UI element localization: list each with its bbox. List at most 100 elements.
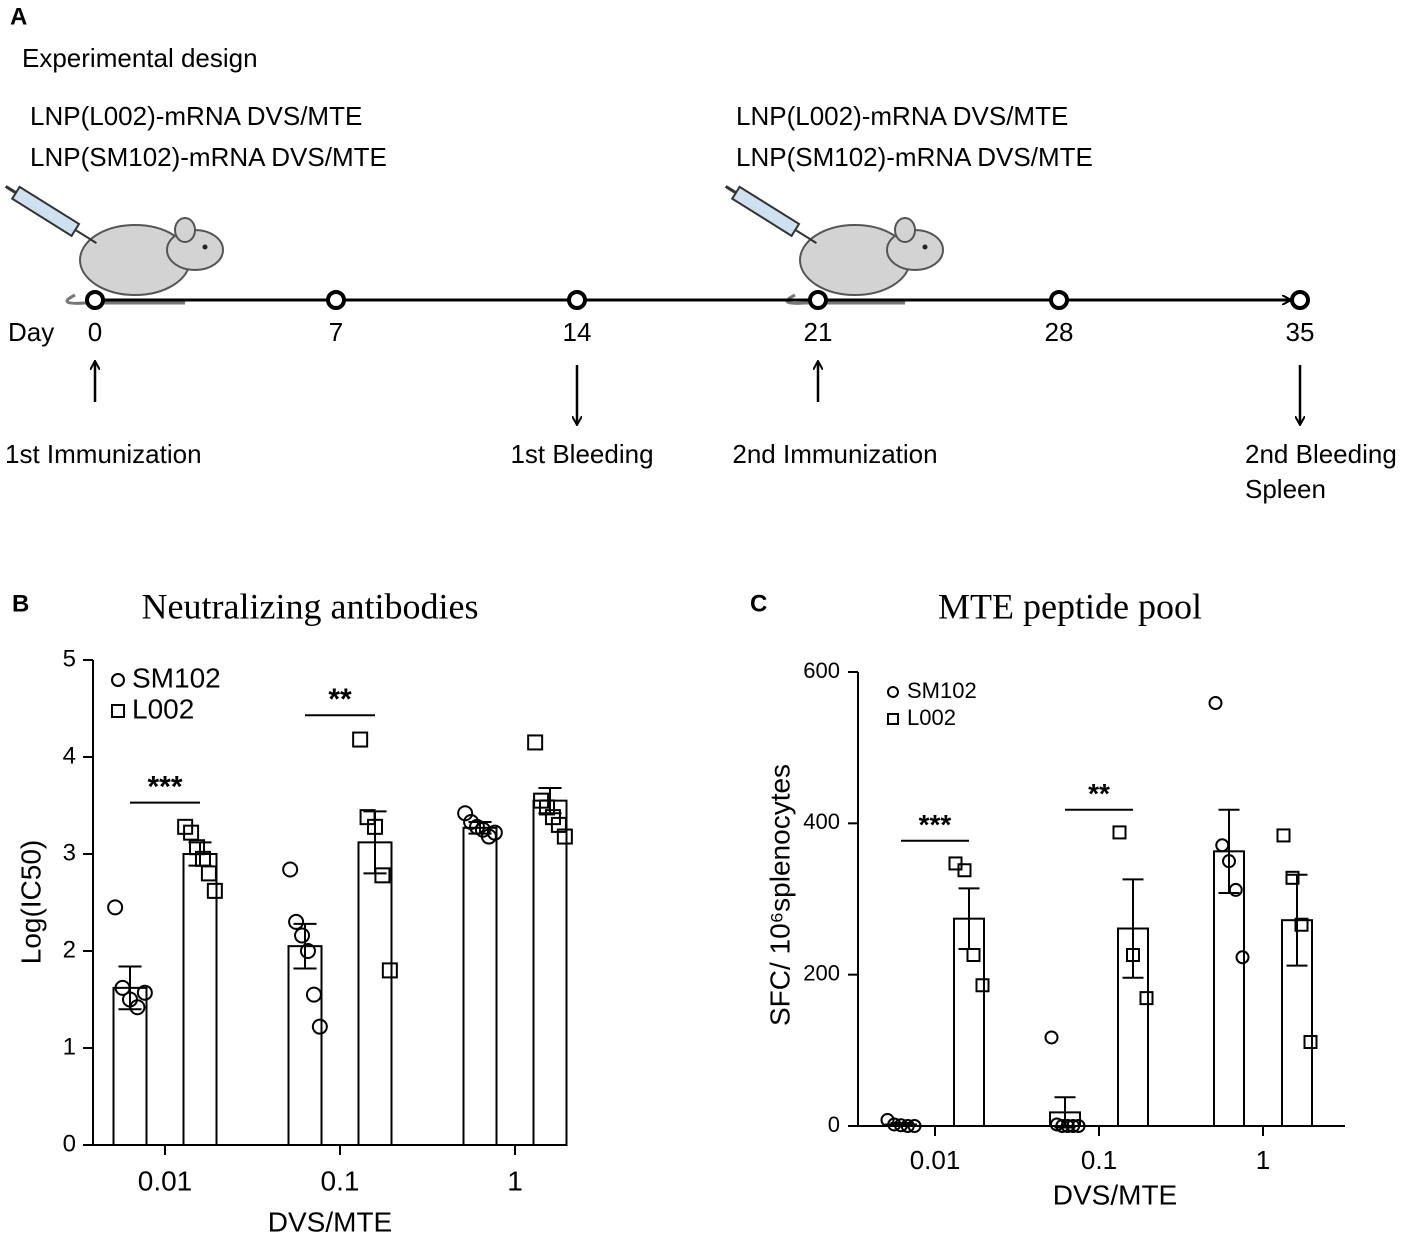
legend-label: SM102 [132, 662, 221, 693]
day-number: 21 [804, 317, 833, 347]
panel-label: B [12, 590, 29, 617]
point [183, 824, 200, 841]
point [114, 979, 131, 996]
timepoint [1049, 290, 1069, 310]
y-tick-label: 4 [63, 742, 76, 769]
point [1071, 1119, 1086, 1133]
day-number: 14 [563, 317, 592, 347]
point [1060, 1119, 1075, 1133]
point [975, 978, 990, 993]
illustrations [4, 185, 944, 305]
y-axis-label: SFC/ 10⁶splenocytes [764, 764, 795, 1026]
point [1126, 947, 1140, 962]
point [966, 947, 981, 962]
day-number: 0 [88, 317, 102, 347]
bar [112, 986, 148, 1146]
point [1044, 1030, 1059, 1045]
x-tick-label: 1 [1256, 1145, 1270, 1175]
point [189, 839, 206, 856]
point [367, 818, 383, 835]
y-tick-label: 2 [63, 936, 76, 963]
chart-title: MTE peptide pool [938, 586, 1202, 626]
point [1139, 991, 1154, 1006]
point [129, 999, 146, 1016]
dose-text: LNP(SM102)-mRNA DVS/MTE [736, 142, 1093, 172]
y-tick-label: 3 [63, 839, 76, 866]
legend-marker [111, 673, 125, 687]
day-number: 35 [1286, 317, 1315, 347]
error-bar [1218, 808, 1240, 894]
point [539, 799, 556, 816]
point [294, 927, 311, 944]
bar [182, 853, 218, 1146]
point [1112, 825, 1127, 840]
point [1276, 828, 1291, 843]
point [374, 867, 391, 884]
point [1303, 1035, 1318, 1050]
legend-marker [887, 686, 899, 698]
y-tick-label: 600 [803, 658, 840, 683]
y-tick-label: 0 [63, 1130, 76, 1157]
significance-label: *** [919, 809, 952, 840]
point [1235, 950, 1250, 965]
point [887, 1117, 902, 1132]
panel-label: A [10, 3, 27, 30]
x-axis-label: DVS/MTE [268, 1206, 392, 1237]
point [550, 816, 567, 833]
timepoint [326, 290, 346, 310]
timepoint [85, 290, 105, 310]
bar [532, 799, 568, 1147]
point [288, 913, 305, 930]
legend-marker [887, 713, 899, 725]
point [1066, 1119, 1081, 1133]
point [1208, 696, 1223, 711]
legend-marker [111, 704, 125, 718]
point [1228, 882, 1243, 897]
y-tick-label: 5 [63, 645, 76, 672]
chart: C MTE peptide pool SFC/ 10⁶splenocytes DVS/… [750, 586, 1345, 1210]
bar [287, 945, 323, 1147]
bar [462, 826, 498, 1146]
point [107, 899, 124, 916]
y-tick-label: 0 [828, 1112, 840, 1137]
panel-title: Experimental design [22, 43, 258, 73]
error-bar [293, 922, 317, 970]
point [305, 986, 322, 1003]
event-label: 2nd Bleeding [1245, 439, 1397, 469]
point [282, 861, 299, 878]
y-axis-label: Log(IC50) [15, 840, 46, 965]
chart: B Neutralizing antibodies Log(IC50) DVS/MTE… [12, 586, 573, 1237]
y-tick-label: 400 [803, 809, 840, 834]
point [900, 1119, 915, 1133]
point [486, 824, 503, 841]
event-label: Spleen [1245, 474, 1326, 504]
dose-text: LNP(L002)-mRNA DVS/MTE [736, 101, 1068, 131]
point [1294, 917, 1309, 932]
event-label: 1st Immunization [5, 439, 202, 469]
x-tick-label: 0.1 [321, 1165, 360, 1196]
bar [357, 841, 393, 1146]
point [381, 962, 398, 979]
point [200, 865, 217, 882]
legend-label: L002 [907, 705, 956, 730]
significance-label: ** [328, 683, 352, 716]
event-label: 2nd Immunization [732, 439, 937, 469]
point [311, 1018, 328, 1035]
timepoint [1290, 290, 1310, 310]
panel-label: C [750, 590, 767, 617]
point [1222, 854, 1236, 869]
day-number: 28 [1045, 317, 1074, 347]
x-axis-label: DVS/MTE [1053, 1179, 1177, 1210]
point [957, 863, 972, 878]
day-label: Day [8, 317, 54, 347]
point [136, 984, 153, 1001]
point [907, 1119, 922, 1133]
point [352, 731, 369, 748]
point [177, 818, 194, 835]
timepoint [567, 290, 587, 310]
point [894, 1118, 908, 1133]
significance-label: ** [1088, 778, 1110, 809]
timepoint [808, 290, 828, 310]
